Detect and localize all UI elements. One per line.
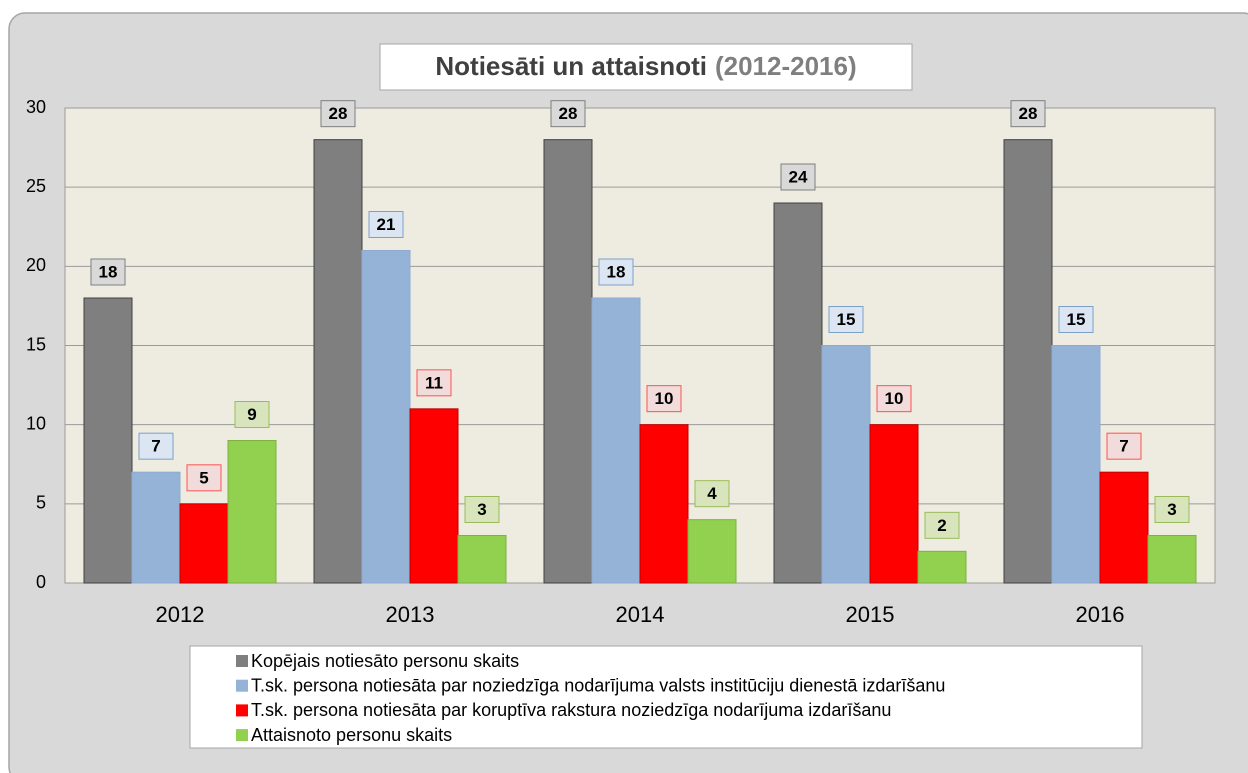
y-tick-label: 30 (26, 97, 46, 117)
data-label: 4 (707, 484, 717, 503)
legend-label: Kopējais notiesāto personu skaits (251, 651, 519, 671)
data-label: 7 (151, 437, 160, 456)
title-box (379, 43, 913, 91)
data-label-box (234, 401, 270, 428)
legend-box (189, 645, 1143, 749)
data-label: 10 (655, 389, 674, 408)
bar (917, 550, 967, 584)
data-label-box (464, 496, 500, 523)
x-tick-label: 2014 (616, 602, 665, 627)
bar (83, 297, 133, 584)
legend-label: Attaisnoto personu skaits (251, 725, 452, 745)
y-tick-label: 20 (26, 255, 46, 275)
data-label-box (828, 306, 864, 333)
y-tick-label: 25 (26, 176, 46, 196)
data-label-box (780, 163, 816, 191)
data-label-box (138, 432, 174, 460)
data-label: 2 (937, 516, 946, 535)
data-label-box (1154, 496, 1190, 523)
data-label: 24 (789, 167, 808, 186)
data-label-box (646, 385, 682, 413)
data-label: 3 (477, 500, 486, 519)
legend-swatch (236, 729, 248, 742)
bar (821, 345, 871, 584)
bar (543, 139, 593, 584)
data-label: 28 (559, 104, 578, 123)
y-tick-label: 0 (36, 572, 46, 592)
bar (1051, 345, 1101, 584)
bar (179, 503, 229, 584)
data-label-box (924, 511, 960, 539)
legend-label: T.sk. persona notiesāta par noziedzīga n… (251, 675, 945, 695)
data-label: 11 (425, 373, 443, 392)
legend-swatch (236, 704, 248, 717)
data-label-box (694, 480, 730, 508)
bar (131, 471, 181, 584)
x-tick-label: 2015 (846, 602, 895, 627)
x-tick-label: 2016 (1076, 602, 1125, 627)
legend-swatch (236, 655, 248, 667)
bar (1099, 471, 1149, 584)
y-tick-label: 15 (26, 334, 46, 354)
y-tick-label: 5 (36, 493, 46, 513)
bar (361, 250, 411, 584)
bar (639, 424, 689, 584)
data-label: 18 (99, 262, 118, 281)
bar (591, 297, 641, 584)
data-label: 28 (1019, 104, 1038, 123)
y-tick-label: 10 (26, 413, 46, 433)
title-years: (2012-2016) (715, 51, 857, 81)
bar (457, 535, 507, 584)
bar (773, 202, 823, 584)
data-label-box (416, 369, 452, 397)
data-label-box (1058, 306, 1094, 333)
data-label: 10 (885, 389, 904, 408)
data-label: 3 (1167, 500, 1176, 519)
data-label: 18 (607, 262, 626, 281)
bar (409, 408, 459, 584)
bar (687, 519, 737, 584)
title-main: Notiesāti un attaisnoti (435, 51, 707, 81)
data-label-box (598, 258, 634, 286)
chart-title: Notiesāti un attaisnoti (2012-2016) (435, 51, 856, 81)
data-label: 15 (837, 310, 856, 329)
bar (227, 440, 277, 584)
legend-label: T.sk. persona notiesāta par koruptīva ra… (251, 700, 891, 720)
data-label-box (90, 258, 126, 286)
data-label-box (186, 464, 222, 492)
data-label: 7 (1119, 437, 1128, 456)
data-label-box (876, 385, 912, 413)
data-label-box (550, 100, 586, 128)
data-label: 9 (247, 405, 256, 424)
legend-swatch (236, 679, 248, 692)
data-label: 5 (199, 468, 208, 487)
data-label-box (320, 100, 356, 128)
data-label-box (1106, 432, 1142, 460)
data-label-box (368, 211, 404, 238)
data-label: 21 (377, 215, 396, 234)
bar (1147, 535, 1197, 584)
data-label: 28 (329, 104, 348, 123)
bar (869, 424, 919, 584)
data-label: 15 (1067, 310, 1086, 329)
bar (1003, 139, 1053, 584)
x-tick-label: 2013 (386, 602, 435, 627)
data-label-box (1010, 100, 1046, 128)
x-tick-label: 2012 (156, 602, 205, 627)
bar (313, 139, 363, 584)
